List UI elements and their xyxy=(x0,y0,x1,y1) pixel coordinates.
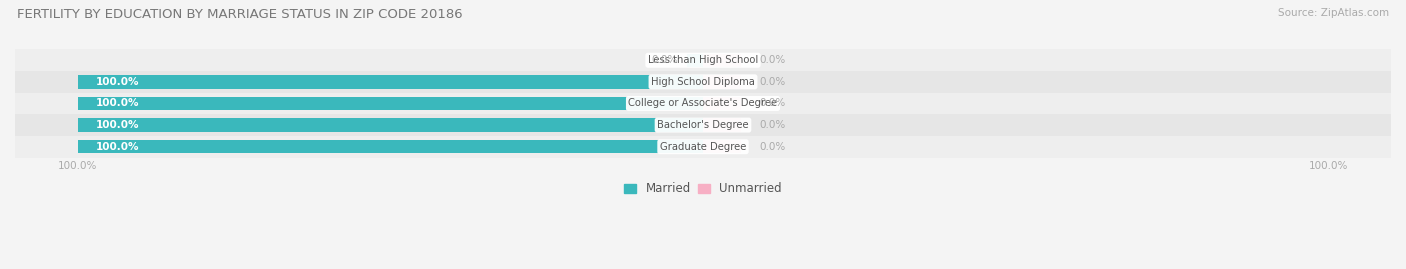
Bar xyxy=(77,75,703,89)
Text: 0.0%: 0.0% xyxy=(759,142,786,152)
Text: 0.0%: 0.0% xyxy=(759,98,786,108)
Text: High School Diploma: High School Diploma xyxy=(651,77,755,87)
Bar xyxy=(703,97,741,110)
Bar xyxy=(15,114,1391,136)
Bar xyxy=(15,71,1391,93)
Bar xyxy=(77,140,703,153)
Text: 0.0%: 0.0% xyxy=(759,77,786,87)
Bar xyxy=(15,136,1391,158)
Bar xyxy=(77,97,703,110)
Text: College or Associate's Degree: College or Associate's Degree xyxy=(628,98,778,108)
Text: Less than High School: Less than High School xyxy=(648,55,758,65)
Text: 100.0%: 100.0% xyxy=(96,142,139,152)
Text: 100.0%: 100.0% xyxy=(96,77,139,87)
Text: FERTILITY BY EDUCATION BY MARRIAGE STATUS IN ZIP CODE 20186: FERTILITY BY EDUCATION BY MARRIAGE STATU… xyxy=(17,8,463,21)
Text: Bachelor's Degree: Bachelor's Degree xyxy=(657,120,749,130)
Bar xyxy=(703,54,741,67)
Text: 100.0%: 100.0% xyxy=(1309,161,1348,171)
Text: 0.0%: 0.0% xyxy=(652,55,678,65)
Text: 100.0%: 100.0% xyxy=(96,120,139,130)
Text: Source: ZipAtlas.com: Source: ZipAtlas.com xyxy=(1278,8,1389,18)
Text: 100.0%: 100.0% xyxy=(96,98,139,108)
Bar xyxy=(77,118,703,132)
Text: 0.0%: 0.0% xyxy=(759,120,786,130)
Bar xyxy=(688,54,703,67)
Bar xyxy=(15,49,1391,71)
Bar xyxy=(15,93,1391,114)
Legend: Married, Unmarried: Married, Unmarried xyxy=(623,181,783,196)
Bar xyxy=(703,140,741,153)
Text: 100.0%: 100.0% xyxy=(58,161,97,171)
Text: Graduate Degree: Graduate Degree xyxy=(659,142,747,152)
Bar xyxy=(703,75,741,89)
Bar xyxy=(703,118,741,132)
Text: 0.0%: 0.0% xyxy=(759,55,786,65)
